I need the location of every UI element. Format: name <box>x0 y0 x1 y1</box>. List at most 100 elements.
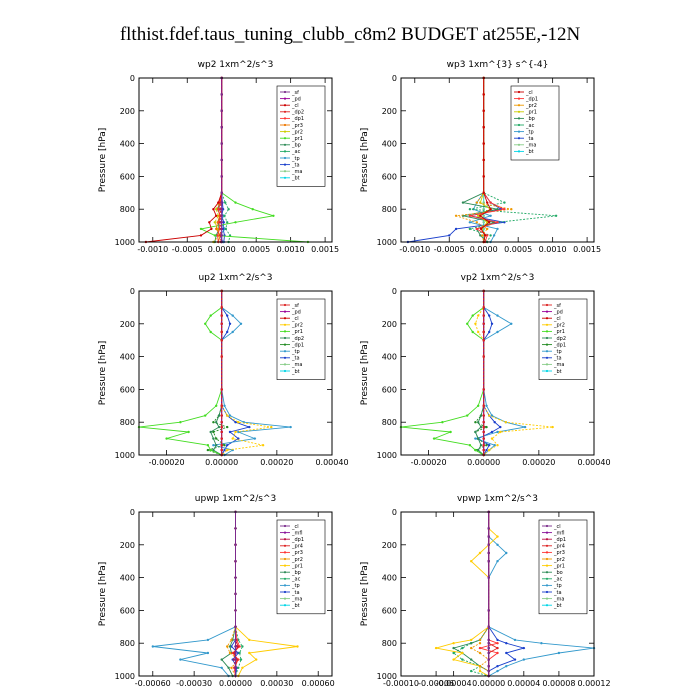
data-point <box>228 414 232 417</box>
data-point <box>226 425 229 429</box>
data-point <box>270 425 273 429</box>
data-point <box>478 651 482 655</box>
x-tick-label: 0.00000 <box>205 458 238 467</box>
y-tick-label: 400 <box>120 140 135 149</box>
data-point <box>213 234 216 237</box>
x-tick-label: 0.00020 <box>260 458 293 467</box>
data-point <box>487 527 490 530</box>
data-point <box>226 414 229 417</box>
data-point <box>204 322 207 325</box>
data-point <box>557 651 561 655</box>
y-tick-label: 800 <box>382 418 397 427</box>
data-point <box>468 214 472 217</box>
legend-marker <box>545 310 549 313</box>
data-point <box>432 437 436 440</box>
series-line <box>219 78 223 243</box>
legend-marker <box>545 363 549 366</box>
data-point <box>220 658 223 661</box>
data-point <box>474 430 477 434</box>
legend-marker <box>545 336 549 340</box>
series-pr1 <box>399 289 485 457</box>
legend-label: _mfl <box>553 530 565 536</box>
data-point <box>496 330 499 334</box>
data-point <box>474 421 477 424</box>
data-point <box>487 669 490 673</box>
data-point <box>165 437 168 440</box>
data-point <box>479 214 482 217</box>
legend-label: _ta <box>291 356 300 362</box>
legend-marker <box>545 557 549 561</box>
data-point <box>434 646 438 650</box>
data-point <box>441 421 444 424</box>
data-point <box>504 421 507 424</box>
data-point <box>220 208 223 211</box>
legend-label: _dp1 <box>553 537 566 543</box>
y-tick-label: 200 <box>120 107 135 116</box>
data-point <box>477 314 480 317</box>
y-tick-label: 0 <box>130 287 135 296</box>
x-tick-label: -0.00020 <box>411 458 447 467</box>
data-point <box>474 448 477 452</box>
x-tick-label: 0.00000 <box>472 679 505 688</box>
x-tick-label: -0.0010 <box>137 245 168 254</box>
legend-label: _pr3 <box>553 550 565 556</box>
data-point <box>220 388 223 391</box>
series-sf <box>482 289 485 457</box>
legend-marker <box>545 551 549 554</box>
data-point <box>493 444 496 447</box>
legend-label: _pr2 <box>525 103 537 109</box>
legend-marker <box>283 571 287 574</box>
legend-marker <box>283 531 287 534</box>
data-point <box>478 646 482 650</box>
legend-label: _ta <box>291 162 300 168</box>
x-tick-label: -0.00010 <box>383 679 419 688</box>
data-point <box>234 430 237 434</box>
legend-marker <box>283 310 287 313</box>
legend-marker <box>545 544 549 547</box>
legend-label: _ma <box>291 362 302 368</box>
legend-label: _dp1 <box>553 342 566 348</box>
legend-marker <box>545 330 549 333</box>
legend-label: _ac <box>525 123 535 129</box>
data-point <box>206 638 210 642</box>
data-point <box>503 208 506 211</box>
legend-marker <box>283 150 287 153</box>
data-point <box>220 404 223 407</box>
data-point <box>496 646 499 650</box>
legend-marker <box>517 90 521 94</box>
data-point <box>226 645 229 648</box>
data-point <box>187 430 190 434</box>
chart-panel-1: wp2 1xm^2/s^3 Pressure [hPa] 0 200 400 600 800… <box>98 60 339 254</box>
legend-marker <box>283 117 287 120</box>
legend-label: _ma <box>525 143 536 149</box>
legend-marker <box>283 330 287 333</box>
legend-marker <box>517 150 521 153</box>
legend-label: _ma <box>291 596 302 602</box>
data-point <box>212 430 215 434</box>
data-point <box>496 560 499 563</box>
data-point <box>213 221 216 224</box>
data-point <box>234 645 237 648</box>
data-point <box>486 201 489 204</box>
data-point <box>228 651 232 655</box>
series-cl <box>234 510 237 678</box>
data-point <box>496 221 499 224</box>
legend-marker <box>545 604 549 607</box>
legend-label: _cl <box>525 90 533 96</box>
legend-marker <box>283 538 287 541</box>
legend-marker <box>283 303 287 307</box>
data-point <box>228 322 232 325</box>
figure-title: flthist.fdef.taus_tuning_clubb_c8m2 BUDG… <box>120 24 581 45</box>
data-point <box>487 535 490 538</box>
series-line <box>452 512 490 676</box>
x-tick-label: 0.00000 <box>219 679 252 688</box>
data-point <box>220 421 223 424</box>
legend-label: _bt <box>291 603 300 609</box>
data-point <box>234 651 237 655</box>
legend-label: _cl <box>553 524 561 530</box>
series-cl <box>144 76 223 244</box>
y-tick-label: 800 <box>382 639 397 648</box>
legend-label: _dp2 <box>291 336 304 342</box>
data-point <box>471 330 474 334</box>
data-point <box>478 669 482 673</box>
